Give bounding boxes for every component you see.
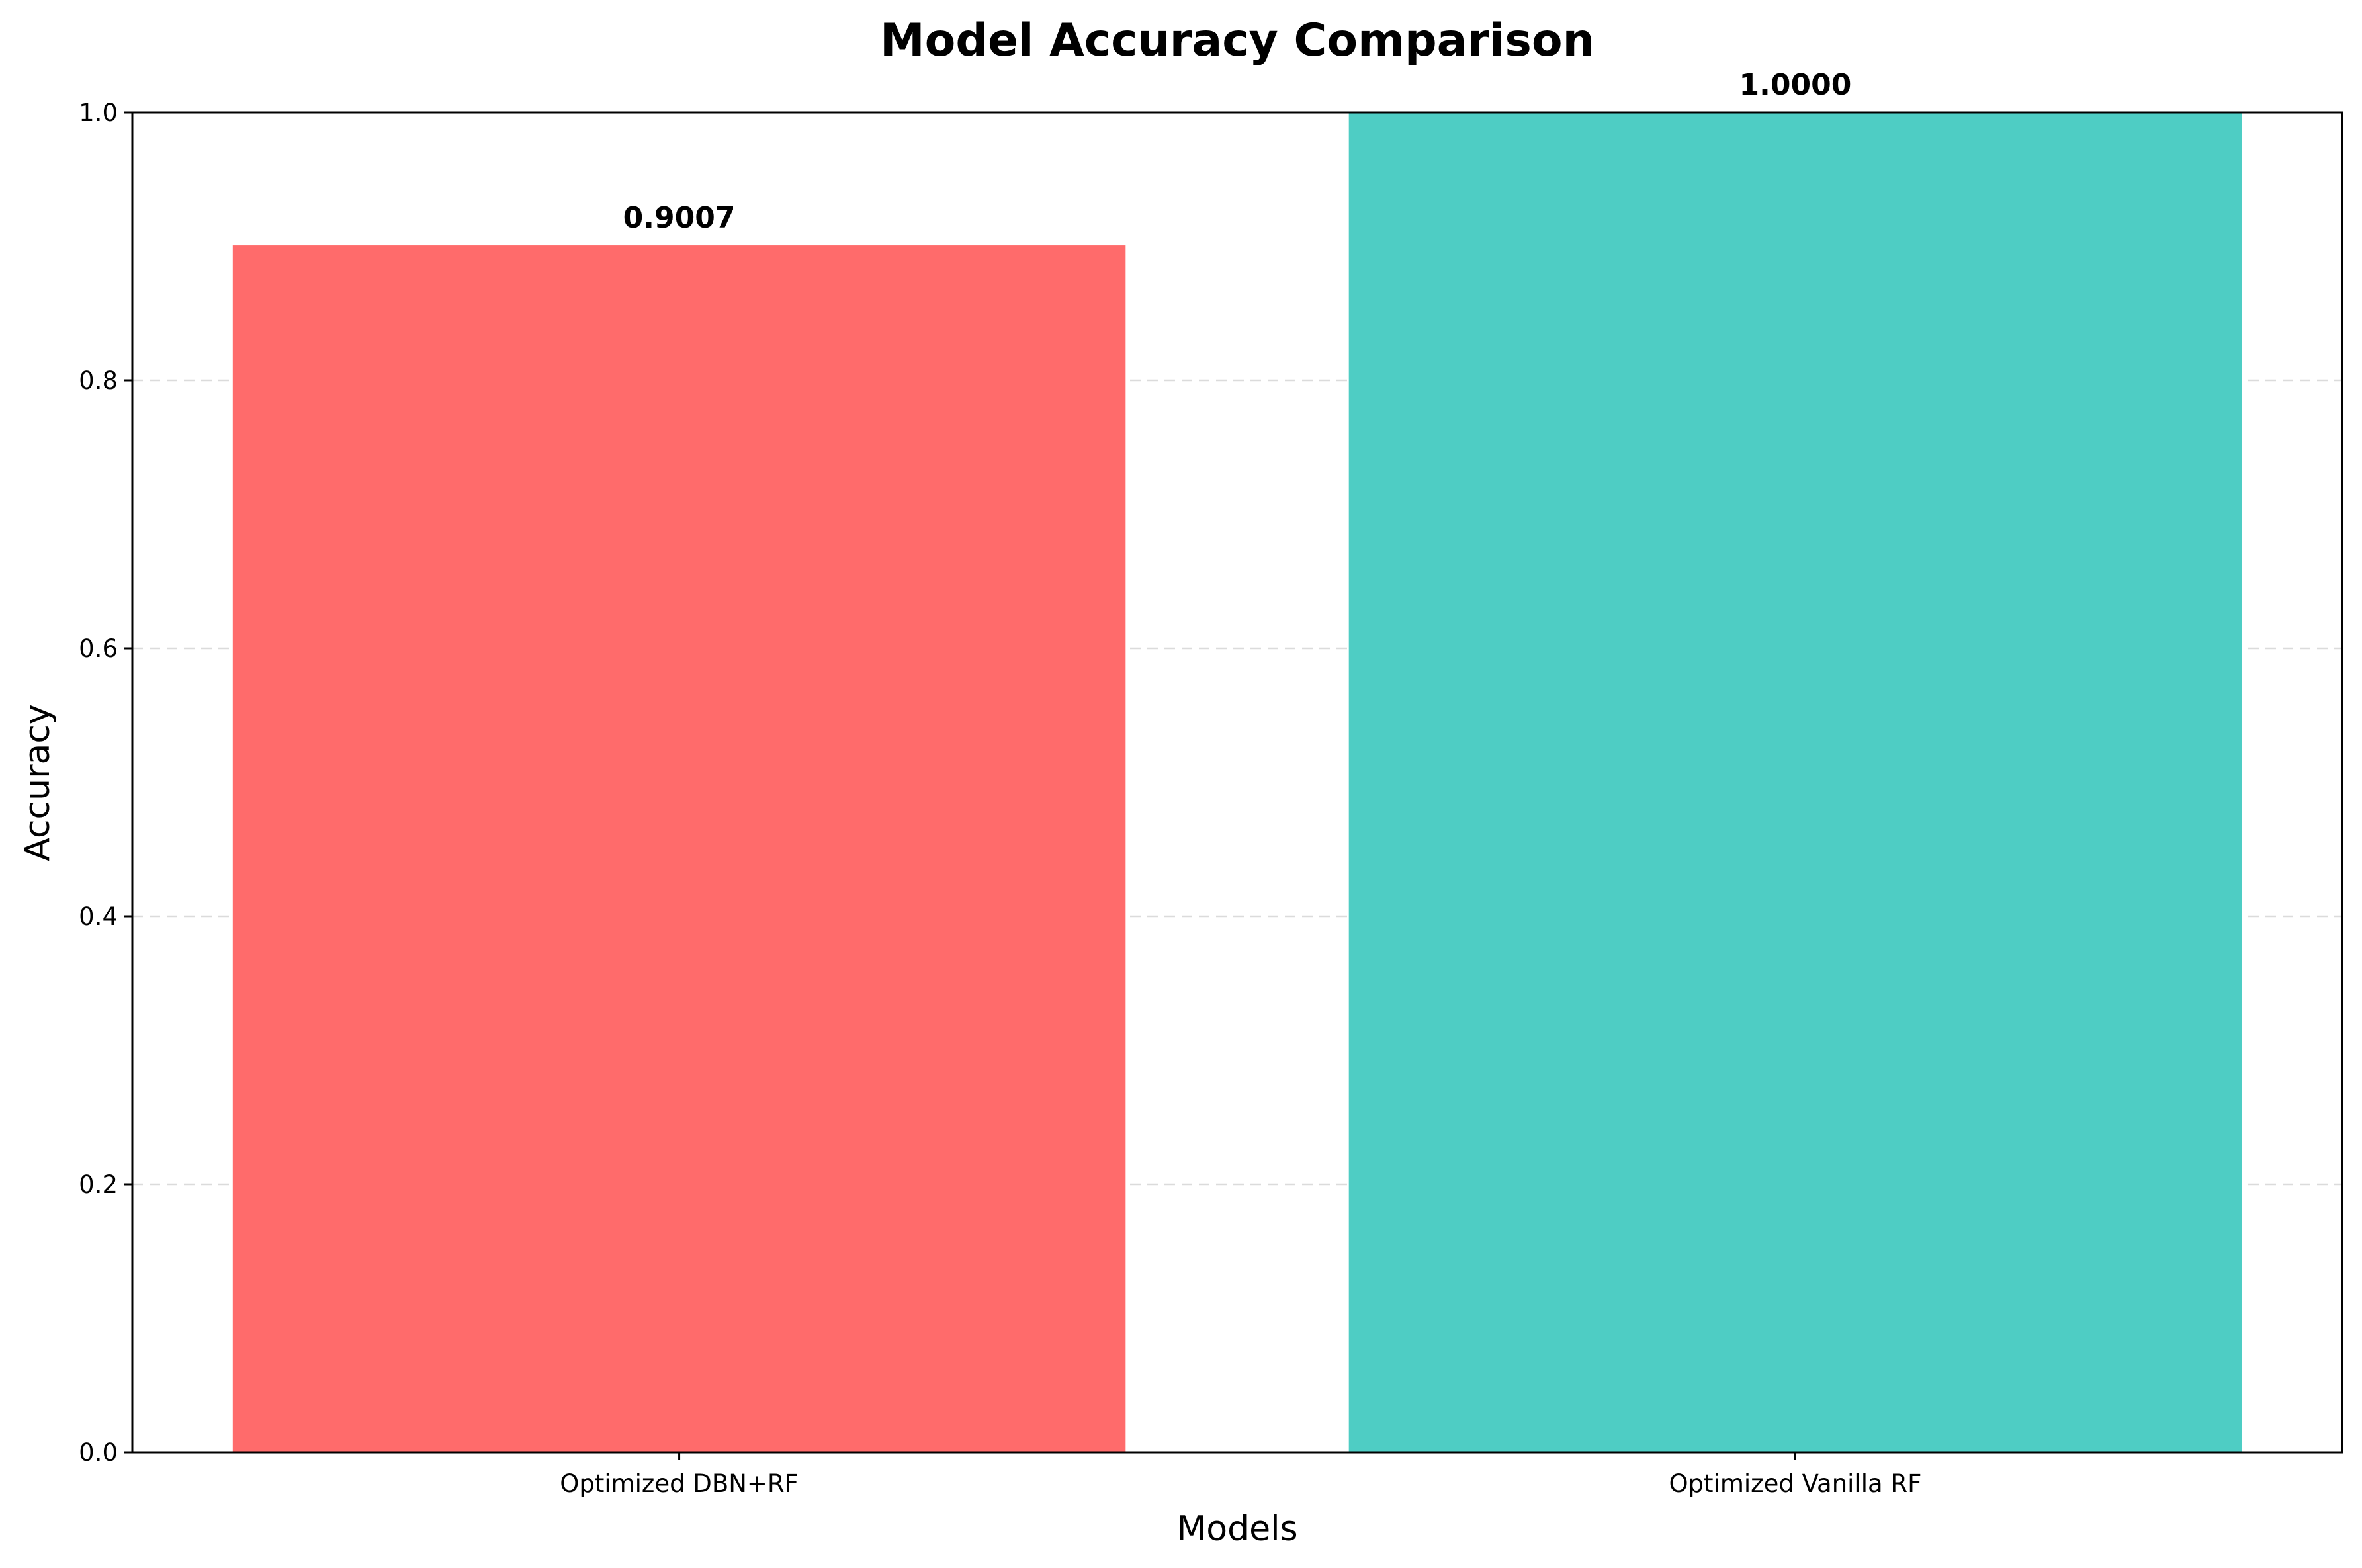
y-tick-label: 0.2 [79,1170,118,1199]
bar [232,245,1126,1452]
chart-title: Model Accuracy Comparison [880,15,1595,67]
y-tick-label: 1.0 [79,99,118,127]
y-axis-label: Accuracy [18,704,58,861]
y-tick-label: 0.8 [79,367,118,395]
y-tick-label: 0.4 [79,902,118,931]
y-tick-label: 0.0 [79,1438,118,1467]
bar-value-label: 1.0000 [1739,68,1852,102]
y-axis: 0.0 0.2 0.4 0.6 0.8 1.0 [79,99,132,1467]
x-tick-label: Optimized DBN+RF [560,1469,799,1498]
y-tick-label: 0.6 [79,634,118,663]
plot-frame [131,111,2343,1454]
data-labels: 0.9007 1.0000 [623,68,1852,235]
x-tick-label: Optimized Vanilla RF [1669,1469,1921,1498]
x-axis: Optimized DBN+RF Optimized Vanilla RF [560,1452,1921,1498]
bars [232,112,2242,1452]
bar-value-label: 0.9007 [623,201,736,235]
bar [1348,112,2242,1452]
x-axis-label: Models [1176,1509,1297,1549]
